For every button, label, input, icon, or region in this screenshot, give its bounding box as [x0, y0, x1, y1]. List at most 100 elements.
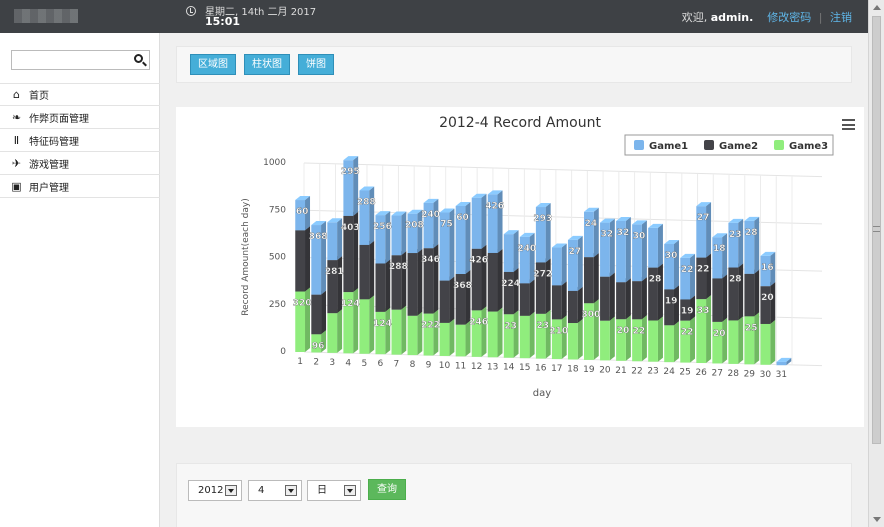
sidebar-item-cheat-pages[interactable]: ❧ 作弊页面管理	[0, 106, 160, 129]
x-tick-label: 1	[297, 357, 303, 367]
scroll-down-icon[interactable]	[873, 517, 881, 522]
bar-segment-top	[519, 232, 535, 237]
data-label: 60	[456, 213, 469, 223]
bar-segment-side	[625, 216, 631, 283]
data-label: 32	[601, 230, 614, 240]
bar-segment	[439, 322, 450, 356]
data-label: 18	[713, 244, 726, 254]
logo	[14, 9, 78, 23]
bar-segment-side	[770, 319, 776, 365]
top-bar: 星期二, 14th 二月 2017 15:01 欢迎, admin. 修改密码 …	[0, 0, 868, 33]
bar-segment-side	[481, 193, 487, 249]
record-amount-chart: 2012-4 Record Amount 0 250 500 750 1000 Record…	[241, 115, 834, 399]
bar-segment-top	[744, 216, 760, 221]
change-password-link[interactable]: 修改密码	[767, 11, 812, 24]
y-axis-title: Record Amount(each day)	[241, 198, 251, 315]
bar-segment-top	[664, 240, 679, 245]
data-label: 23	[537, 321, 550, 331]
sidebar-item-home[interactable]: ⌂ 首页	[0, 83, 160, 106]
area-chart-button[interactable]: 区域图	[190, 54, 236, 75]
bar-segment	[616, 282, 626, 320]
search-icon[interactable]	[134, 54, 143, 63]
bar-segment-side	[321, 330, 327, 353]
month-select[interactable]: 4	[248, 480, 302, 501]
sidebar-item-label: 首页	[29, 91, 49, 102]
x-tick-label: 19	[583, 365, 595, 375]
data-label: 25	[745, 323, 758, 333]
bar-segment	[696, 206, 707, 258]
data-label: 224	[501, 279, 520, 289]
clock-icon	[186, 6, 196, 16]
bar-segment-side	[497, 307, 503, 358]
bar-segment	[311, 334, 322, 353]
bar-segment-top	[455, 201, 471, 206]
bar-segment-side	[722, 317, 728, 364]
bar-segment	[728, 222, 739, 268]
query-button[interactable]: 查询	[368, 479, 406, 500]
bar-segment-side	[305, 226, 311, 292]
x-tick-label: 28	[728, 369, 740, 379]
sidebar: ⌂ 首页 ❧ 作弊页面管理 Ⅱ 特征码管理 ✈ 游戏管理 ▣ 用户管理	[0, 33, 160, 527]
bar-segment	[696, 257, 707, 300]
data-label: 240	[421, 210, 440, 220]
bar-segment-top	[295, 196, 311, 201]
bar-segment-side	[385, 307, 391, 355]
bar-segment	[600, 276, 610, 321]
unit-select[interactable]: 日	[307, 480, 361, 501]
user-area: 欢迎, admin. 修改密码 | 注销	[682, 9, 852, 25]
bar-segment-side	[609, 272, 615, 321]
lock-icon: ▣	[11, 179, 22, 193]
bar-segment-side	[321, 221, 327, 295]
sidebar-item-games[interactable]: ✈ 游戏管理	[0, 152, 160, 175]
data-label: 346	[421, 255, 440, 265]
data-label: 403	[341, 223, 360, 233]
bar-segment	[712, 278, 723, 322]
bar-segment	[535, 262, 546, 314]
x-tick-label: 22	[631, 366, 642, 376]
sidebar-item-label: 游戏管理	[29, 159, 69, 171]
x-tick-label: 11	[455, 361, 466, 371]
bar-segment	[744, 316, 755, 365]
bar-segment-side	[657, 223, 663, 268]
search-input[interactable]	[12, 51, 127, 69]
bar-segment-side	[738, 316, 744, 364]
bar-chart-button[interactable]: 柱状图	[244, 54, 290, 75]
sidebar-item-users[interactable]: ▣ 用户管理	[0, 175, 160, 198]
bar-segment-side	[673, 240, 679, 290]
data-label: 368	[309, 232, 328, 242]
legend-item: Game2	[719, 141, 758, 152]
bar-segment-side	[593, 253, 599, 304]
sidebar-item-label: 用户管理	[29, 182, 69, 194]
bar-segment	[567, 239, 578, 291]
bar-segment	[407, 213, 418, 254]
bar-segment-top	[648, 223, 663, 228]
bar-segment-side	[385, 259, 391, 312]
scroll-thumb[interactable]	[872, 16, 881, 444]
sidebar-item-signatures[interactable]: Ⅱ 特征码管理	[0, 129, 160, 152]
bar-segment-side	[722, 233, 728, 279]
bar-segment	[680, 299, 691, 321]
data-label: 240	[517, 244, 536, 254]
data-label: 246	[469, 317, 488, 327]
bar-segment-side	[545, 258, 551, 314]
data-label: 33	[697, 306, 710, 316]
year-select[interactable]: 2012	[188, 480, 242, 501]
bar-segment-top	[760, 251, 776, 256]
bar-segment-side	[417, 311, 423, 356]
bar-segment	[551, 247, 562, 286]
page-scrollbar[interactable]	[868, 0, 884, 527]
username: admin.	[710, 11, 754, 24]
bar-segment-side	[417, 249, 423, 316]
chart-menu-icon[interactable]	[842, 119, 855, 130]
bar-segment	[423, 202, 434, 249]
bar-segment-top	[535, 203, 551, 208]
bar-segment-top	[551, 243, 567, 248]
bar-segment	[648, 320, 658, 362]
bar-segment	[423, 313, 434, 356]
scroll-up-icon[interactable]	[873, 5, 881, 10]
pie-chart-button[interactable]: 饼图	[298, 54, 334, 75]
chart-type-panel: 区域图 柱状图 饼图	[176, 46, 852, 83]
bar-segment-side	[706, 295, 712, 364]
logout-link[interactable]: 注销	[830, 11, 852, 24]
data-label: 272	[533, 269, 552, 279]
